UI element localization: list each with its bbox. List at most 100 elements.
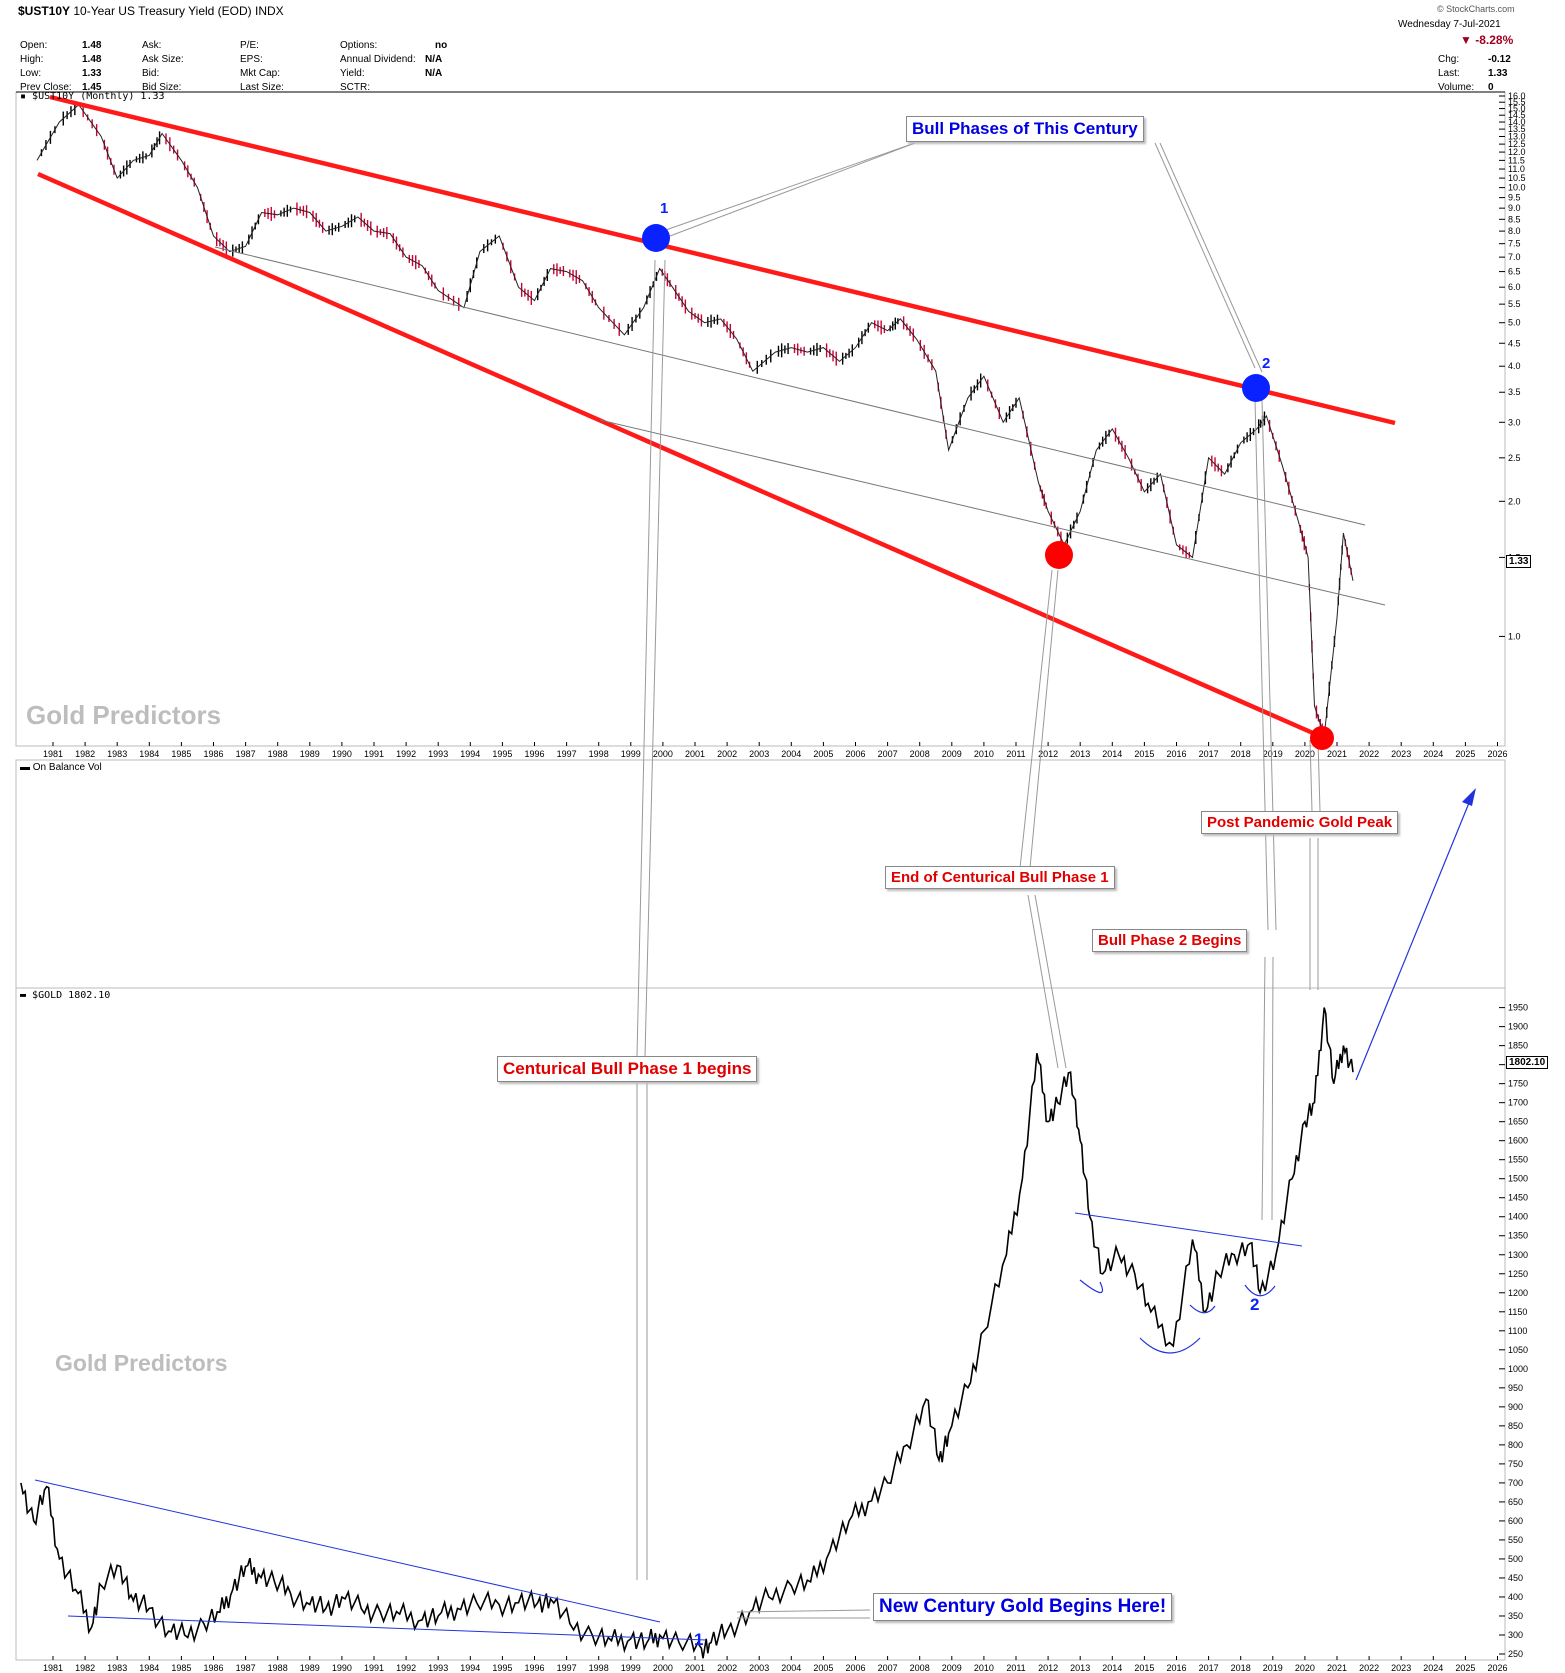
panel-frame-gold <box>15 987 1506 1661</box>
obv-legend: ▬ On Balance Vol <box>20 762 102 773</box>
gold-x-tick-label: 1982 <box>75 1663 95 1673</box>
quote-field-label: Bid: <box>142 68 160 79</box>
yield-y-tick-label: 5.0 <box>1508 318 1521 328</box>
yield-y-tick-label: 8.0 <box>1508 226 1521 236</box>
bull-phase-marker-2 <box>1242 374 1270 402</box>
yield-last-tag: 1.33 <box>1506 555 1532 568</box>
brand-label: © StockCharts.com <box>1437 4 1515 14</box>
trend-line-mid <box>214 246 1366 526</box>
yield-x-tick-label: 2004 <box>781 749 801 759</box>
callout-leader <box>1309 739 1313 812</box>
yield-x-tick-label: 2010 <box>974 749 994 759</box>
gold-y-tick-label: 1750 <box>1508 1079 1528 1089</box>
quote-field-label: Chg: <box>1438 54 1460 65</box>
yield-x-tick-label: 1984 <box>139 749 159 759</box>
gold-y-tick-label: 1400 <box>1508 1212 1528 1222</box>
gold-x-tick-label: 2014 <box>1102 1663 1122 1673</box>
yield-x-tick-label: 1983 <box>107 749 127 759</box>
callout-new-century: New Century Gold Begins Here! <box>873 1593 1173 1621</box>
yield-x-tick-label: 1997 <box>557 749 577 759</box>
yield-x-tick-label: 2021 <box>1327 749 1347 759</box>
yield-x-tick-label: 2000 <box>653 749 673 759</box>
gold-x-tick-label: 2009 <box>942 1663 962 1673</box>
projection-arrow-head <box>1462 788 1476 806</box>
gold-x-tick-label: 2006 <box>845 1663 865 1673</box>
gold-x-tick-label: 1994 <box>460 1663 480 1673</box>
yield-x-tick-label: 1985 <box>171 749 191 759</box>
yield-y-tick-label: 6.0 <box>1508 282 1521 292</box>
gold-y-tick-label: 250 <box>1508 1649 1523 1659</box>
yield-x-tick-label: 2022 <box>1359 749 1379 759</box>
gold-x-tick-label: 2011 <box>1006 1663 1025 1673</box>
callout-leader <box>636 259 656 1057</box>
quote-field-label: Low: <box>20 68 42 79</box>
watermark-top: Gold Predictors <box>26 700 222 730</box>
symbol-title: $UST10Y 10-Year US Treasury Yield (EOD) … <box>18 4 284 18</box>
callout-leader <box>1261 956 1266 1221</box>
yield-y-tick-label: 3.0 <box>1508 417 1521 427</box>
change-pct: ▼ -8.28% <box>1460 33 1514 47</box>
yield-legend-text: $UST10Y (Monthly) 1.33 <box>32 91 165 102</box>
gold-x-tick-label: 2004 <box>781 1663 801 1673</box>
panel-frame-yield <box>15 91 1506 747</box>
gold-y-tick-label: 300 <box>1508 1630 1523 1640</box>
callout-leader <box>1019 569 1053 869</box>
yield-y-tick-label: 3.5 <box>1508 387 1521 397</box>
gold-neckline <box>1074 1212 1303 1247</box>
yield-x-tick-label: 2009 <box>942 749 962 759</box>
yield-y-tick-label: 15.5 <box>1508 97 1526 107</box>
gold-y-tick-label: 800 <box>1508 1440 1523 1450</box>
yield-series-line <box>36 103 1354 737</box>
gold-y-tick-label: 1850 <box>1508 1041 1528 1051</box>
gold-x-tick-label: 2015 <box>1134 1663 1154 1673</box>
gold-cup-arc <box>1189 1304 1216 1314</box>
callout-leader <box>1254 399 1269 931</box>
gold-x-tick-label: 2002 <box>717 1663 737 1673</box>
yield-x-tick-label: 2014 <box>1102 749 1122 759</box>
yield-x-tick-label: 2015 <box>1134 749 1154 759</box>
yield-y-tick-label: 2.5 <box>1508 453 1521 463</box>
quote-field-label: Yield: <box>340 68 365 79</box>
gold-x-tick-label: 1991 <box>364 1663 384 1673</box>
yield-x-tick-label: 1989 <box>300 749 320 759</box>
yield-x-tick-label: 1987 <box>236 749 256 759</box>
callout-leader <box>1271 956 1274 1221</box>
gold-x-tick-label: 2020 <box>1295 1663 1315 1673</box>
gold-y-tick-label: 1100 <box>1508 1326 1527 1336</box>
gold-x-tick-label: 2023 <box>1391 1663 1411 1673</box>
panel-frame-obv <box>15 759 1506 989</box>
date-label: Wednesday 7-Jul-2021 <box>1398 19 1501 30</box>
symbol: $UST10Y <box>18 4 71 18</box>
callout-leader <box>1159 142 1263 373</box>
yield-x-tick-label: 1998 <box>589 749 609 759</box>
gold-y-tick-label: 1500 <box>1508 1174 1528 1184</box>
gold-y-tick-label: 1600 <box>1508 1136 1528 1146</box>
callout-leader <box>1027 894 1059 1069</box>
gold-y-tick-label: 1950 <box>1508 1003 1528 1013</box>
gold-x-tick-label: 2001 <box>685 1663 705 1673</box>
gold-label-1: 1 <box>694 1630 704 1649</box>
yield-x-tick-label: 2011 <box>1006 749 1025 759</box>
yield-y-tick-label: 11.0 <box>1508 164 1525 174</box>
gold-y-tick-label: 1700 <box>1508 1098 1528 1108</box>
gold-legend: ▬ $GOLD 1802.10 <box>20 990 111 1001</box>
gold-x-tick-label: 1992 <box>396 1663 416 1673</box>
quote-field-label: Ask Size: <box>142 54 184 65</box>
symbol-exchange: INDX <box>255 4 284 18</box>
yield-legend: ▪ $UST10Y (Monthly) 1.33 <box>20 91 165 102</box>
gold-x-tick-label: 2005 <box>813 1663 833 1673</box>
gold-y-tick-label: 350 <box>1508 1611 1523 1621</box>
yield-x-tick-label: 1993 <box>428 749 448 759</box>
yield-x-tick-label: 2002 <box>717 749 737 759</box>
quote-field-value: 0 <box>1488 82 1494 93</box>
gold-x-tick-label: 1990 <box>332 1663 352 1673</box>
symbol-description: 10-Year US Treasury Yield (EOD) <box>73 4 252 18</box>
callout-end-phase1: End of Centurical Bull Phase 1 <box>885 866 1115 889</box>
yield-x-tick-label: 2003 <box>749 749 769 759</box>
channel-lower-line <box>37 171 1323 740</box>
gold-trend-lower <box>67 1615 707 1641</box>
callout-leader <box>736 1609 871 1613</box>
yield-x-tick-label: 1988 <box>268 749 288 759</box>
yield-y-tick-label: 14.5 <box>1508 110 1526 120</box>
gold-x-tick-label: 2008 <box>910 1663 930 1673</box>
